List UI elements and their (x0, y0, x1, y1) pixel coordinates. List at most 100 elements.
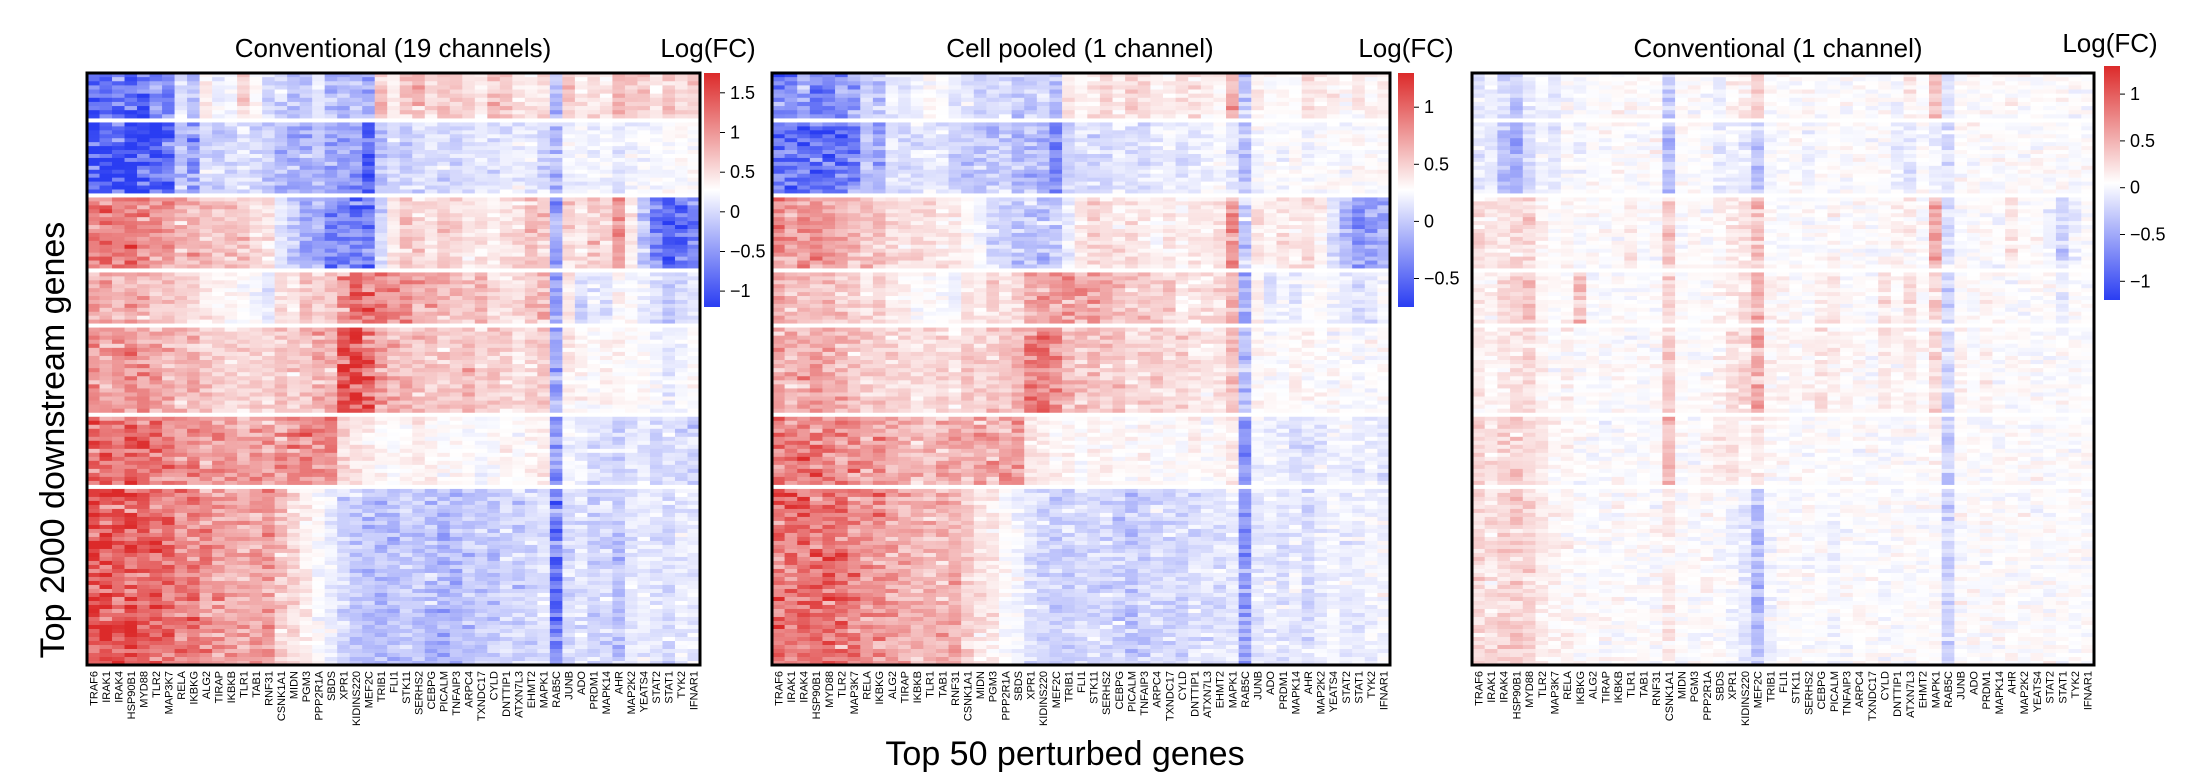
heatmap-cell (137, 452, 150, 458)
heatmap-cell (212, 229, 226, 234)
heatmap-cell (299, 276, 313, 281)
heatmap-cell (399, 331, 413, 337)
heatmap-cell (237, 205, 251, 210)
heatmap-cell (87, 272, 100, 277)
heatmap-cell (99, 552, 113, 558)
heatmap-cell (374, 256, 388, 261)
heatmap-cell (462, 420, 476, 426)
heatmap-cell (612, 209, 626, 214)
heatmap-cell (474, 201, 488, 206)
heatmap-cell (637, 331, 651, 337)
heatmap-cell (549, 299, 563, 305)
heatmap-cell (537, 347, 551, 353)
heatmap-cell (99, 110, 113, 115)
heatmap-cell (124, 134, 138, 139)
heatmap-cell (374, 260, 388, 265)
heatmap-cell (662, 404, 676, 410)
heatmap-cell (274, 460, 288, 466)
heatmap-cell (149, 311, 163, 317)
heatmap-cell (162, 260, 175, 265)
heatmap-cell (524, 101, 538, 107)
heatmap-cell (324, 189, 338, 194)
heatmap-cell (312, 299, 326, 305)
heatmap-cell (587, 307, 601, 313)
heatmap-cell (337, 303, 351, 309)
heatmap-cell (112, 185, 125, 190)
heatmap-cell (487, 432, 501, 438)
heatmap-cell (87, 472, 100, 478)
heatmap-cell (362, 77, 376, 82)
heatmap-cell (162, 189, 175, 194)
heatmap-cell (512, 355, 526, 361)
heatmap-cell (137, 331, 150, 337)
heatmap-cell (112, 77, 125, 82)
heatmap-cell (237, 110, 251, 115)
heatmap-cell (649, 77, 663, 82)
heatmap-cell (337, 73, 351, 78)
heatmap-cell (499, 157, 513, 163)
heatmap-cell (212, 101, 226, 107)
heatmap-cell (337, 339, 351, 345)
heatmap-cell (549, 351, 563, 357)
heatmap-cell (237, 236, 251, 242)
heatmap-cell (474, 343, 488, 349)
heatmap-cell (449, 432, 463, 438)
heatmap-cell (374, 110, 388, 115)
heatmap-cell (112, 612, 125, 618)
heatmap-cell (687, 368, 701, 373)
heatmap-cell (624, 217, 638, 222)
heatmap-cell (87, 632, 100, 638)
heatmap-cell (99, 236, 113, 242)
heatmap-cell (674, 428, 688, 434)
heatmap-cell (187, 276, 200, 281)
heatmap-cell (87, 376, 100, 381)
heatmap-cell (687, 252, 701, 257)
heatmap-cell (199, 331, 213, 337)
heatmap-cell (224, 436, 238, 442)
heatmap-cell (674, 97, 688, 103)
heatmap-cell (149, 205, 163, 210)
heatmap-cell (174, 347, 188, 353)
heatmap-cell (537, 360, 551, 365)
heatmap-cell (212, 376, 226, 381)
heatmap-cell (612, 77, 626, 82)
heatmap-cell (287, 110, 301, 115)
heatmap-cell (149, 77, 163, 82)
heatmap-cell (149, 189, 163, 194)
heatmap-cell (99, 315, 113, 321)
heatmap-cell (162, 296, 175, 301)
heatmap-cell (124, 189, 138, 194)
heatmap-cell (387, 181, 401, 186)
heatmap-cell (149, 440, 163, 446)
heatmap-cell (124, 264, 138, 269)
heatmap-cell (112, 142, 125, 147)
heatmap-cell (587, 472, 601, 478)
heatmap-cell (624, 396, 638, 401)
heatmap-cell (399, 229, 413, 234)
heatmap-cell (249, 225, 263, 230)
heatmap-cell (237, 476, 251, 482)
heatmap-cell (374, 217, 388, 222)
heatmap-cell (499, 408, 513, 414)
heatmap-cell (687, 150, 701, 155)
heatmap-cell (587, 360, 601, 365)
heatmap-cell (212, 276, 226, 281)
heatmap-cell (487, 460, 501, 466)
heatmap-cell (437, 85, 451, 90)
heatmap-cell (324, 280, 338, 285)
heatmap-cell (112, 600, 125, 606)
heatmap-cell (149, 93, 163, 99)
heatmap-cell (649, 380, 663, 385)
heatmap-cell (87, 150, 100, 155)
heatmap-cell (649, 428, 663, 434)
heatmap-cell (212, 97, 226, 103)
heatmap-cell (312, 209, 326, 214)
heatmap-cell (412, 165, 426, 171)
heatmap-cell (262, 165, 276, 171)
heatmap-cell (537, 464, 551, 470)
heatmap-cell (324, 221, 338, 226)
heatmap-cell (99, 568, 113, 574)
heatmap-cell (549, 221, 563, 226)
heatmap-cell (512, 280, 526, 285)
heatmap-cell (349, 347, 363, 353)
